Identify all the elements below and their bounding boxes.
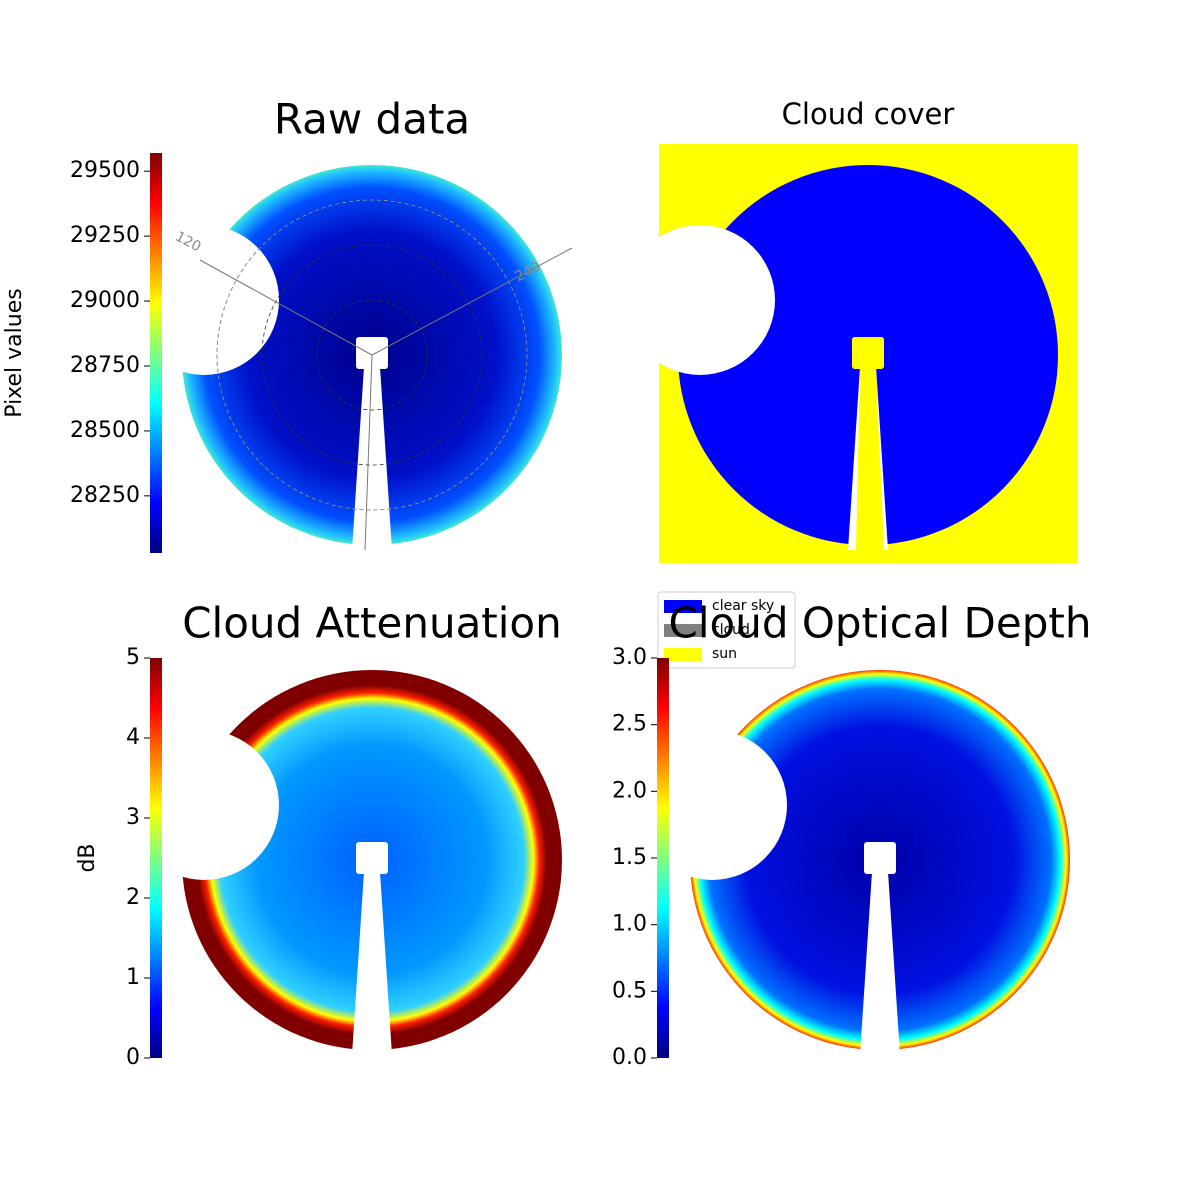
legend-label: sun bbox=[712, 646, 737, 662]
colorbar-label: Pixel values bbox=[2, 288, 27, 417]
colorbar-tick-label: 2 bbox=[126, 885, 140, 910]
obstruction bbox=[352, 872, 392, 1055]
colorbar-tick-label: 1.5 bbox=[612, 845, 647, 870]
obstruction bbox=[356, 337, 388, 369]
polar-spoke bbox=[364, 354, 373, 551]
obstruction bbox=[352, 367, 392, 550]
colorbar-tick-label: 0 bbox=[126, 1045, 140, 1070]
colorbar-tick-label: 1 bbox=[126, 965, 140, 990]
colorbar-label: dB bbox=[75, 843, 100, 872]
legend-label: clear sky bbox=[712, 598, 774, 614]
mount bbox=[852, 337, 884, 369]
polar-spoke bbox=[371, 247, 573, 356]
colorbar bbox=[150, 153, 162, 553]
polar-grid bbox=[316, 299, 428, 411]
panel-title: Raw data bbox=[274, 95, 470, 144]
obstruction bbox=[625, 225, 775, 375]
obstruction bbox=[129, 225, 279, 375]
colorbar-tick-label: 1.0 bbox=[612, 912, 647, 937]
mount bbox=[856, 369, 884, 550]
colorbar-tick-label: 29000 bbox=[70, 288, 140, 313]
panel-title: Cloud Attenuation bbox=[182, 599, 562, 648]
colorbar-tick-label: 3 bbox=[126, 805, 140, 830]
legend-swatch bbox=[664, 600, 702, 613]
colorbar-tick-label: 28750 bbox=[70, 353, 140, 378]
legend-label: cloud bbox=[712, 622, 750, 638]
colorbar-tick-label: 0.0 bbox=[612, 1045, 647, 1070]
colorbar-tick-label: 3.0 bbox=[612, 645, 647, 670]
obstruction bbox=[129, 730, 279, 880]
colorbar-tick-label: 4 bbox=[126, 725, 140, 750]
panel-title: Cloud Optical Depth bbox=[669, 599, 1092, 648]
colorbar-tick-label: 2.5 bbox=[612, 712, 647, 737]
obstruction bbox=[637, 730, 787, 880]
colorbar bbox=[150, 658, 162, 1058]
colorbar-tick-label: 28500 bbox=[70, 418, 140, 443]
colorbar-tick-label: 5 bbox=[126, 645, 140, 670]
obstruction bbox=[356, 842, 388, 874]
obstruction bbox=[860, 872, 900, 1055]
obstruction bbox=[864, 842, 896, 874]
panel-title: Cloud cover bbox=[782, 97, 955, 131]
colorbar-tick-label: 28250 bbox=[70, 483, 140, 508]
legend-swatch bbox=[664, 648, 702, 661]
colorbar-tick-label: 2.0 bbox=[612, 778, 647, 803]
legend-swatch bbox=[664, 624, 702, 637]
colorbar bbox=[657, 658, 669, 1058]
colorbar-tick-label: 29250 bbox=[70, 223, 140, 248]
polar-grid bbox=[261, 244, 483, 466]
colorbar-tick-label: 0.5 bbox=[612, 978, 647, 1003]
colorbar-tick-label: 29500 bbox=[70, 158, 140, 183]
polar-spoke bbox=[199, 259, 373, 356]
polar-grid bbox=[216, 199, 528, 511]
